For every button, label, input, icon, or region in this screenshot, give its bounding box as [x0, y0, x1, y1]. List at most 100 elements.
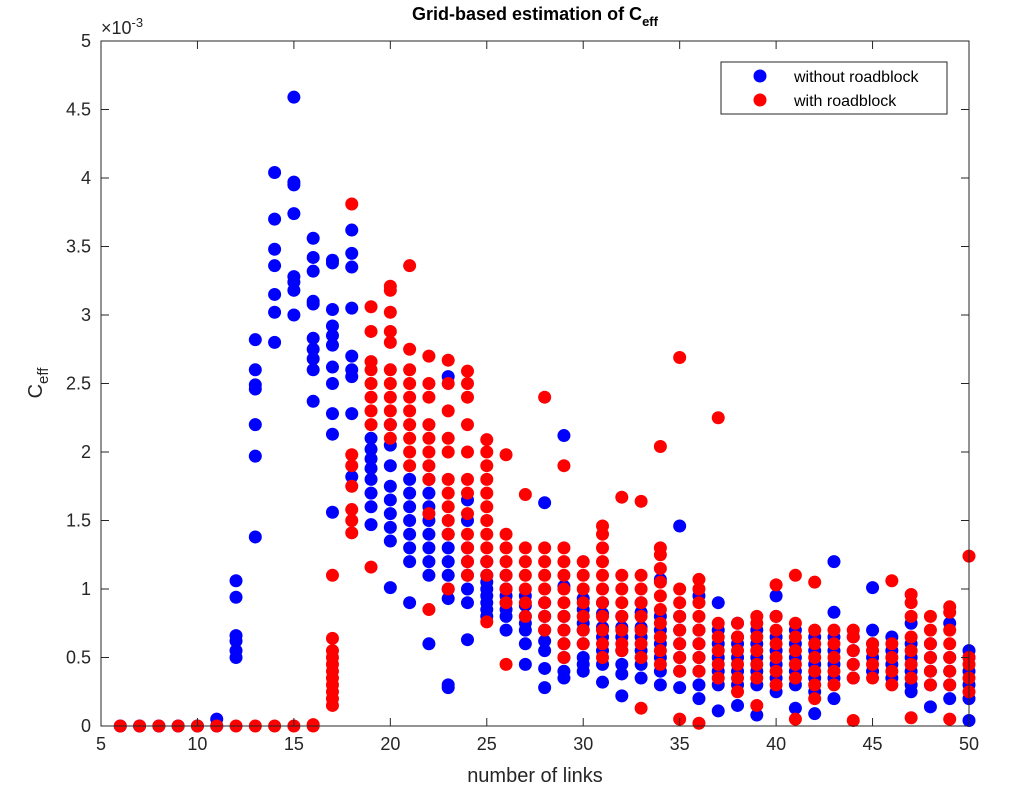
data-point — [364, 486, 378, 500]
data-point — [306, 363, 320, 377]
data-point — [403, 459, 417, 473]
data-point — [750, 698, 764, 712]
data-point — [441, 353, 455, 367]
data-point — [827, 678, 841, 692]
data-point — [673, 519, 687, 533]
data-point — [518, 541, 532, 555]
data-point — [538, 496, 552, 510]
y-tick-label: 0.5 — [66, 648, 91, 668]
data-point — [364, 324, 378, 338]
data-point — [268, 305, 282, 319]
data-point — [653, 440, 667, 454]
data-point — [422, 459, 436, 473]
data-point — [731, 616, 745, 630]
data-point — [788, 616, 802, 630]
data-point — [692, 609, 706, 623]
data-point — [268, 287, 282, 301]
data-point — [403, 596, 417, 610]
data-point — [653, 541, 667, 555]
data-point — [653, 575, 667, 589]
data-point — [364, 355, 378, 369]
data-point — [615, 596, 629, 610]
plot-area — [101, 41, 969, 726]
data-point — [325, 644, 339, 658]
data-point — [943, 692, 957, 706]
data-point — [383, 335, 397, 349]
data-point — [538, 541, 552, 555]
y-tick-label: 3.5 — [66, 237, 91, 257]
data-point — [827, 623, 841, 637]
data-point — [325, 303, 339, 317]
data-point — [653, 603, 667, 617]
data-point — [306, 342, 320, 356]
data-point — [460, 418, 474, 432]
data-point — [480, 445, 494, 459]
data-point — [364, 404, 378, 418]
data-point — [441, 472, 455, 486]
data-point — [943, 678, 957, 692]
data-point — [518, 657, 532, 671]
data-point — [403, 500, 417, 514]
data-point — [557, 637, 571, 651]
data-point — [904, 609, 918, 623]
data-point — [634, 568, 648, 582]
data-point — [480, 486, 494, 500]
data-point — [383, 459, 397, 473]
data-point — [325, 319, 339, 333]
data-point — [692, 651, 706, 664]
data-point — [403, 418, 417, 432]
data-point — [653, 644, 667, 658]
data-point — [615, 689, 629, 703]
data-point — [576, 623, 590, 637]
y-tick-label: 2 — [81, 442, 91, 462]
data-point — [364, 560, 378, 574]
data-point — [634, 671, 648, 685]
data-point — [923, 678, 937, 692]
x-tick-label: 5 — [96, 734, 106, 754]
data-point — [711, 644, 725, 658]
data-point — [364, 390, 378, 404]
data-point — [576, 555, 590, 569]
data-point — [788, 568, 802, 582]
x-tick-label: 10 — [187, 734, 207, 754]
data-point — [441, 582, 455, 596]
data-point — [885, 637, 899, 651]
data-point — [422, 445, 436, 459]
data-point — [731, 671, 745, 685]
data-point — [306, 352, 320, 366]
data-point — [499, 596, 513, 610]
data-point — [615, 609, 629, 623]
data-point — [306, 394, 320, 408]
data-point — [750, 609, 764, 623]
y-axis-ticks: 0 0.5 1 1.5 2 2.5 3 3.5 4 4.5 5 — [66, 31, 969, 736]
data-point — [557, 582, 571, 596]
chart-title: Grid-based estimation of Ceff — [412, 4, 659, 29]
data-point — [345, 260, 359, 274]
data-point — [596, 623, 610, 637]
data-point — [904, 711, 918, 725]
data-point — [325, 253, 339, 267]
data-point — [692, 692, 706, 706]
data-point — [499, 527, 513, 541]
data-point — [923, 664, 937, 678]
data-point — [538, 390, 552, 404]
data-point — [229, 590, 243, 604]
data-point — [460, 527, 474, 541]
data-point — [422, 637, 436, 651]
data-point — [422, 377, 436, 390]
data-point — [306, 231, 320, 245]
data-point — [345, 223, 359, 237]
data-point — [441, 541, 455, 555]
data-point — [403, 541, 417, 555]
data-point — [248, 449, 262, 463]
data-point — [557, 429, 571, 443]
data-point — [653, 657, 667, 671]
data-point — [345, 448, 359, 462]
data-point — [441, 592, 455, 606]
data-point — [846, 714, 860, 728]
data-point — [229, 644, 243, 658]
data-point — [480, 555, 494, 569]
data-point — [287, 270, 301, 284]
data-point — [518, 609, 532, 623]
data-point — [615, 568, 629, 582]
